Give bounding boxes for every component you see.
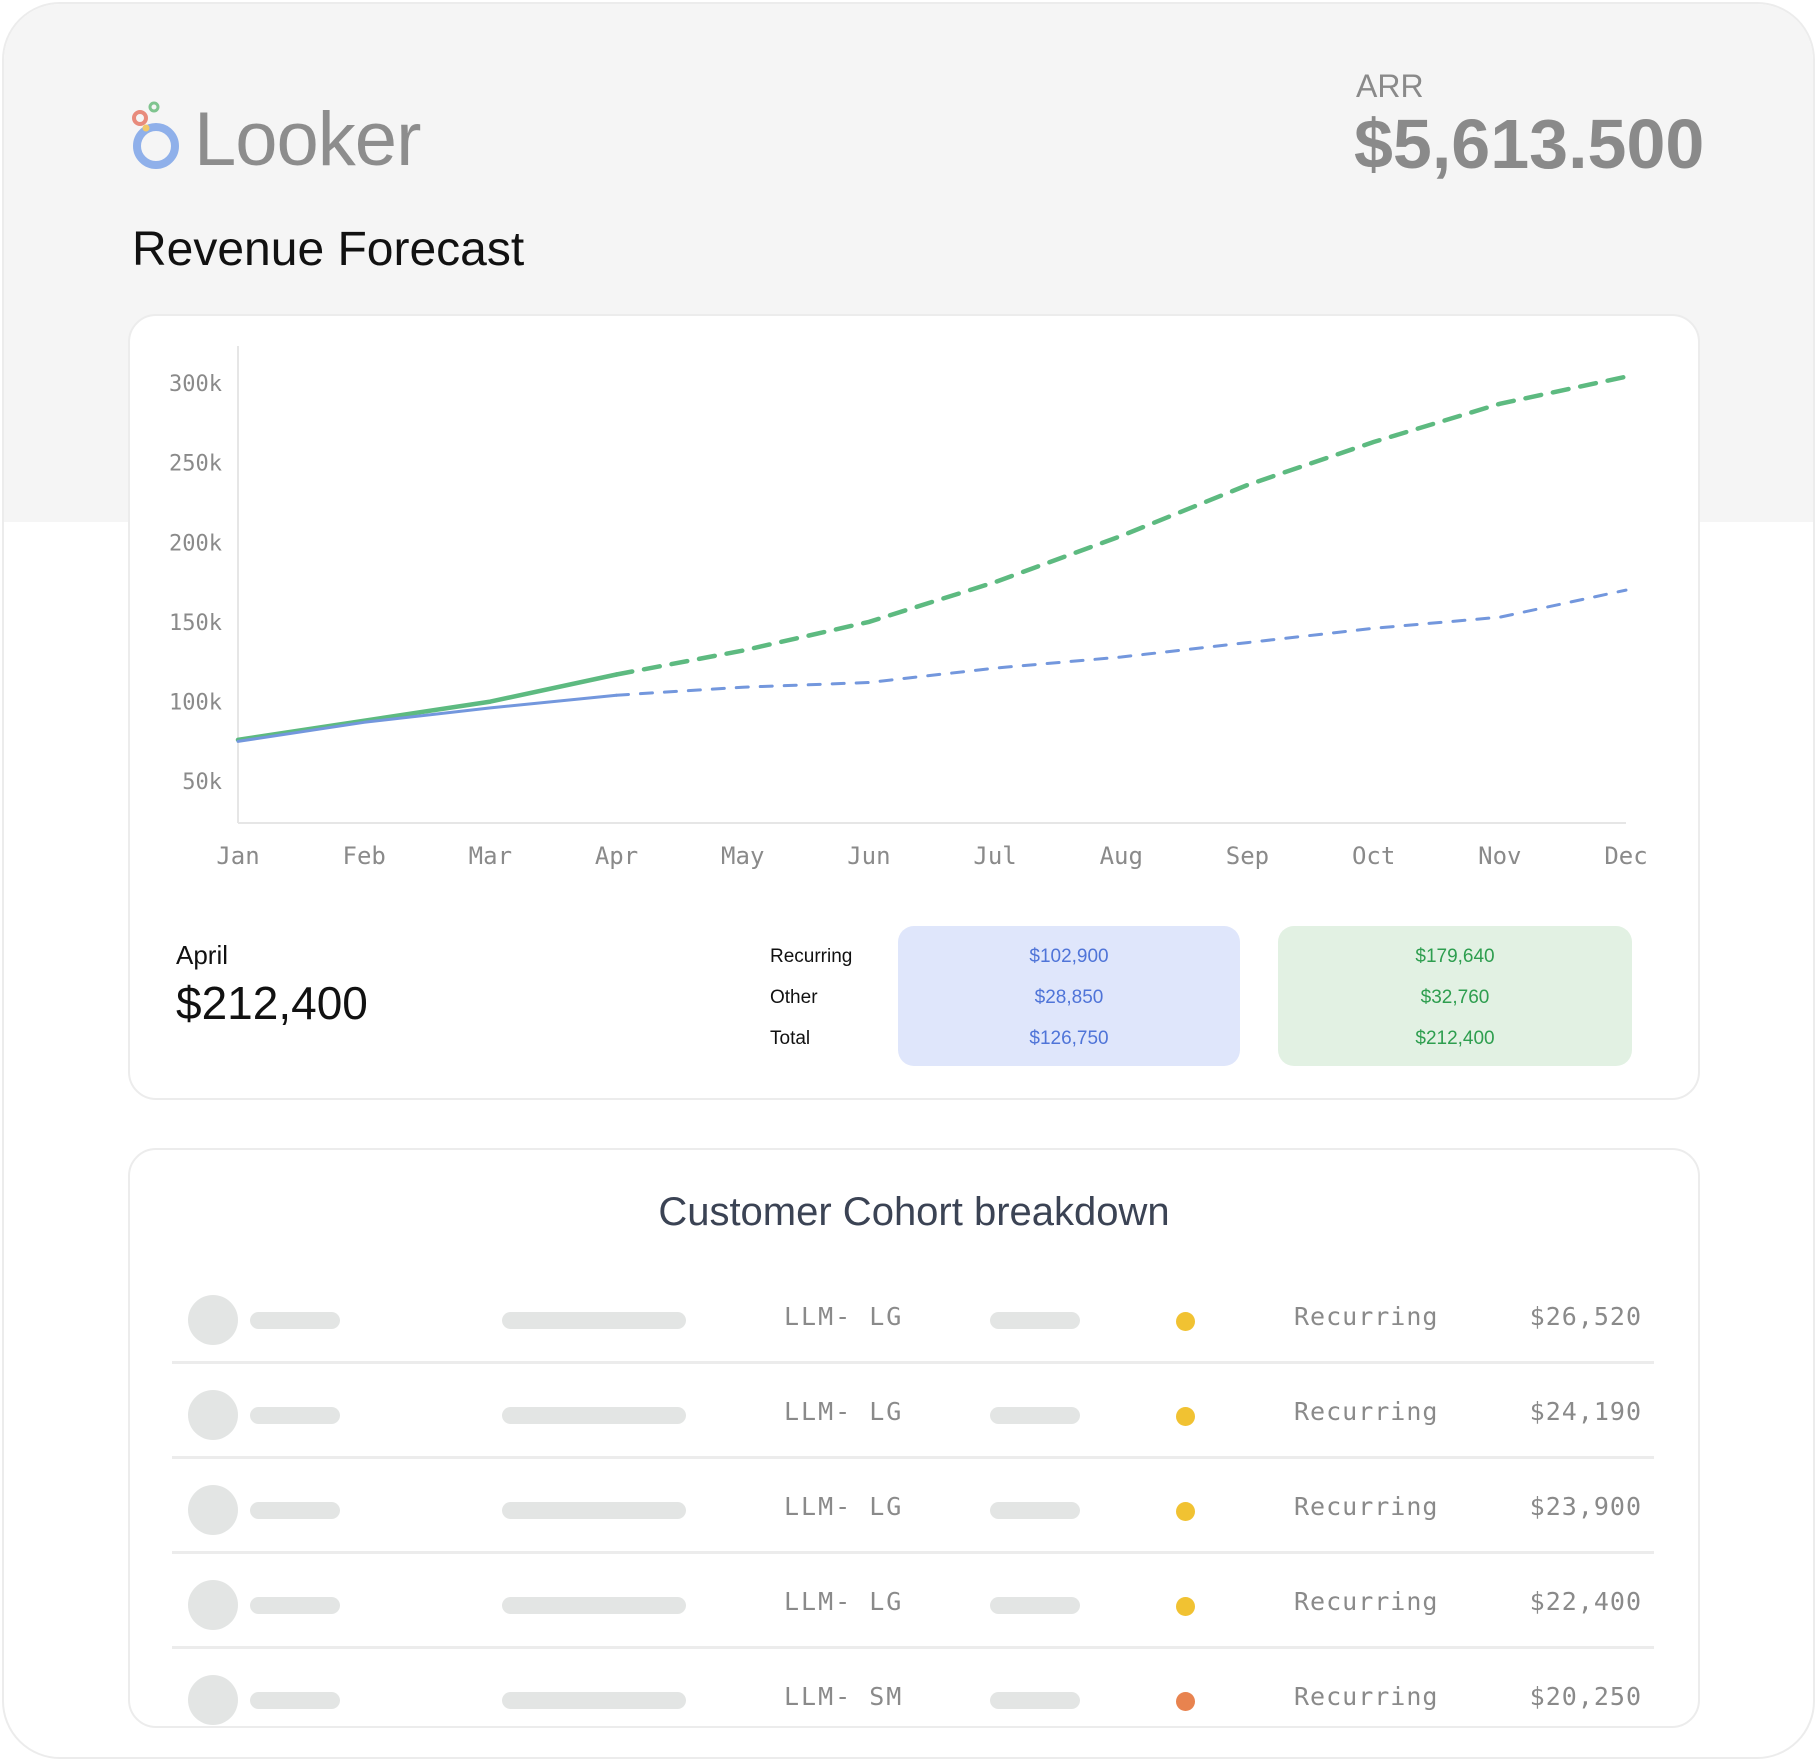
plan-label: LLM- LG: [784, 1302, 904, 1331]
cohort-card: Customer Cohort breakdown LLM- LG Recurr…: [128, 1148, 1700, 1728]
selected-month-label: April: [176, 940, 229, 970]
y-tick-label: 50k: [182, 770, 222, 795]
green-breakdown-panel: $179,640 $32,760 $212,400: [1278, 926, 1632, 1066]
green-recurring-value: $179,640: [1415, 946, 1495, 967]
placeholder-bar: [990, 1692, 1080, 1709]
avatar: [188, 1295, 238, 1345]
series-0-actual-line: [235, 672, 619, 743]
placeholder-bar: [990, 1407, 1080, 1424]
placeholder-bar: [250, 1502, 340, 1519]
placeholder-bar: [502, 1502, 686, 1519]
avatar: [188, 1485, 238, 1535]
revenue-amount: $22,400: [1529, 1587, 1642, 1616]
revenue-type: Recurring: [1294, 1587, 1439, 1616]
placeholder-bar: [502, 1312, 686, 1329]
green-total-value: $212,400: [1415, 1028, 1495, 1049]
arr-label: ARR: [1356, 68, 1424, 104]
revenue-forecast-chart[interactable]: 300k 250k 200k 150k 100k 50k Jan Feb Mar Apr May Ju…: [130, 316, 1702, 916]
y-tick-label: 200k: [169, 531, 222, 556]
looker-logo-icon: [132, 101, 179, 169]
revenue-amount: $24,190: [1529, 1397, 1642, 1426]
placeholder-bar: [990, 1502, 1080, 1519]
breakdown-label-total: Total: [770, 1028, 811, 1049]
series-0-forecast-line: [614, 374, 1629, 677]
placeholder-bar: [250, 1312, 340, 1329]
forecast-card: 300k 250k 200k 150k 100k 50k Jan Feb Mar Apr May Ju…: [128, 314, 1700, 1100]
plan-label: LLM- LG: [784, 1587, 904, 1616]
series-1-actual-line: [236, 693, 618, 743]
revenue-amount: $23,900: [1529, 1492, 1642, 1521]
table-row[interactable]: LLM- LG Recurring $23,900: [172, 1460, 1654, 1554]
revenue-type: Recurring: [1294, 1682, 1439, 1711]
plan-label: LLM- SM: [784, 1682, 904, 1711]
x-tick-label: Mar: [469, 842, 512, 870]
status-dot: [1176, 1597, 1195, 1616]
x-tick-label: Oct: [1352, 842, 1395, 870]
avatar: [188, 1580, 238, 1630]
x-tick-label: Nov: [1478, 842, 1521, 870]
x-tick-label: Jul: [973, 842, 1016, 870]
plan-label: LLM- LG: [784, 1492, 904, 1521]
arr-value: $5,613.500: [1354, 105, 1705, 183]
placeholder-bar: [502, 1692, 686, 1709]
blue-breakdown-panel: $102,900 $28,850 $126,750: [898, 926, 1240, 1066]
x-tick-label: Dec: [1604, 842, 1647, 870]
blue-recurring-value: $102,900: [1029, 946, 1109, 967]
x-tick-label: Sep: [1226, 842, 1269, 870]
avatar: [188, 1390, 238, 1440]
placeholder-bar: [502, 1597, 686, 1614]
revenue-type: Recurring: [1294, 1397, 1439, 1426]
page-title: Revenue Forecast: [132, 223, 525, 276]
revenue-amount: $20,250: [1529, 1682, 1642, 1711]
table-row[interactable]: LLM- LG Recurring $24,190: [172, 1365, 1654, 1459]
avatar: [188, 1675, 238, 1725]
status-dot: [1176, 1312, 1195, 1331]
breakdown-label-recurring: Recurring: [770, 946, 853, 967]
looker-logo: Looker: [132, 97, 422, 182]
x-tick-label: Jan: [216, 842, 259, 870]
cohort-title: Customer Cohort breakdown: [658, 1190, 1170, 1234]
placeholder-bar: [250, 1407, 340, 1424]
logo-wordmark: Looker: [194, 97, 421, 182]
y-tick-label: 150k: [169, 611, 222, 636]
table-row[interactable]: LLM- SM Recurring $20,250: [172, 1650, 1654, 1744]
selected-month-total: $212,400: [176, 977, 368, 1029]
revenue-type: Recurring: [1294, 1492, 1439, 1521]
revenue-amount: $26,520: [1529, 1302, 1642, 1331]
table-row[interactable]: LLM- LG Recurring $26,520: [172, 1270, 1654, 1364]
series-1-forecast-line: [615, 588, 1628, 697]
x-tick-label: Feb: [343, 842, 386, 870]
revenue-type: Recurring: [1294, 1302, 1439, 1331]
placeholder-bar: [990, 1312, 1080, 1329]
x-tick-label: Aug: [1100, 842, 1143, 870]
placeholder-bar: [990, 1597, 1080, 1614]
x-tick-label: Apr: [595, 842, 638, 870]
placeholder-bar: [250, 1597, 340, 1614]
y-tick-label: 300k: [169, 372, 222, 397]
y-tick-label: 250k: [169, 452, 222, 477]
x-tick-label: May: [721, 842, 764, 870]
blue-other-value: $28,850: [1034, 987, 1104, 1008]
blue-total-value: $126,750: [1029, 1028, 1109, 1049]
y-tick-label: 100k: [169, 691, 222, 716]
green-other-value: $32,760: [1420, 987, 1490, 1008]
status-dot: [1176, 1502, 1195, 1521]
placeholder-bar: [250, 1692, 340, 1709]
status-dot: [1176, 1692, 1195, 1711]
plan-label: LLM- LG: [784, 1397, 904, 1426]
placeholder-bar: [502, 1407, 686, 1424]
x-tick-label: Jun: [847, 842, 890, 870]
table-row[interactable]: LLM- LG Recurring $22,400: [172, 1555, 1654, 1649]
status-dot: [1176, 1407, 1195, 1426]
breakdown-label-other: Other: [770, 987, 818, 1008]
